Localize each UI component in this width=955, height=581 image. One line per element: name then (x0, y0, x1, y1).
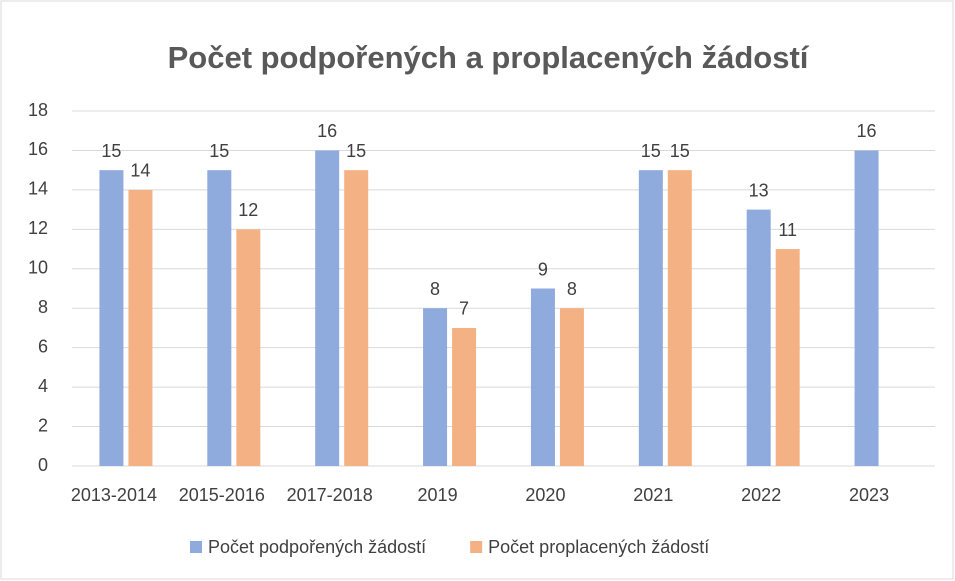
x-tick-label: 2023 (849, 485, 889, 505)
bar (423, 308, 448, 466)
bar (236, 229, 261, 466)
x-tick-label: 2013-2014 (71, 485, 157, 505)
data-label: 15 (101, 141, 121, 161)
data-label: 7 (459, 299, 469, 319)
x-tick-label: 2017-2018 (287, 485, 373, 505)
data-label: 16 (317, 121, 337, 141)
bar (344, 170, 369, 466)
y-tick-label: 0 (38, 455, 48, 475)
x-tick-label: 2020 (525, 485, 565, 505)
data-label: 15 (346, 141, 366, 161)
bar (854, 150, 879, 466)
data-label: 15 (209, 141, 229, 161)
y-tick-label: 12 (28, 218, 48, 238)
legend-label: Počet proplacených žádostí (488, 537, 709, 557)
y-tick-label: 8 (38, 297, 48, 317)
data-label: 8 (430, 279, 440, 299)
bar (559, 308, 584, 466)
bar (530, 288, 555, 466)
legend-swatch (190, 541, 202, 553)
data-label: 8 (567, 279, 577, 299)
data-label: 12 (238, 200, 258, 220)
x-tick-label: 2015-2016 (179, 485, 265, 505)
x-tick-label: 2019 (418, 485, 458, 505)
data-label: 11 (778, 220, 797, 240)
y-tick-label: 14 (28, 179, 48, 199)
data-label: 9 (538, 259, 548, 279)
legend-swatch (470, 541, 483, 553)
data-label: 13 (749, 180, 769, 200)
chart-title: Počet podpořených a proplacených žádostí (168, 40, 810, 75)
y-tick-label: 16 (28, 139, 48, 159)
bar (207, 170, 232, 466)
data-label: 15 (670, 141, 690, 161)
data-label: 14 (130, 161, 150, 181)
bar (667, 170, 692, 466)
y-tick-label: 18 (28, 100, 48, 120)
bar (452, 327, 477, 466)
y-tick-label: 6 (38, 336, 48, 356)
x-tick-label: 2022 (741, 485, 781, 505)
bar (315, 150, 340, 466)
y-tick-label: 4 (38, 376, 48, 396)
bar (638, 170, 663, 466)
y-tick-label: 10 (28, 258, 48, 278)
legend-label: Počet podpořených žádostí (208, 537, 426, 557)
data-label: 15 (641, 141, 661, 161)
bar (746, 209, 771, 466)
y-tick-label: 2 (38, 415, 48, 435)
bar (775, 249, 800, 466)
bar (99, 170, 124, 466)
x-tick-label: 2021 (633, 485, 673, 505)
data-label: 16 (857, 121, 877, 141)
bar (128, 189, 153, 466)
